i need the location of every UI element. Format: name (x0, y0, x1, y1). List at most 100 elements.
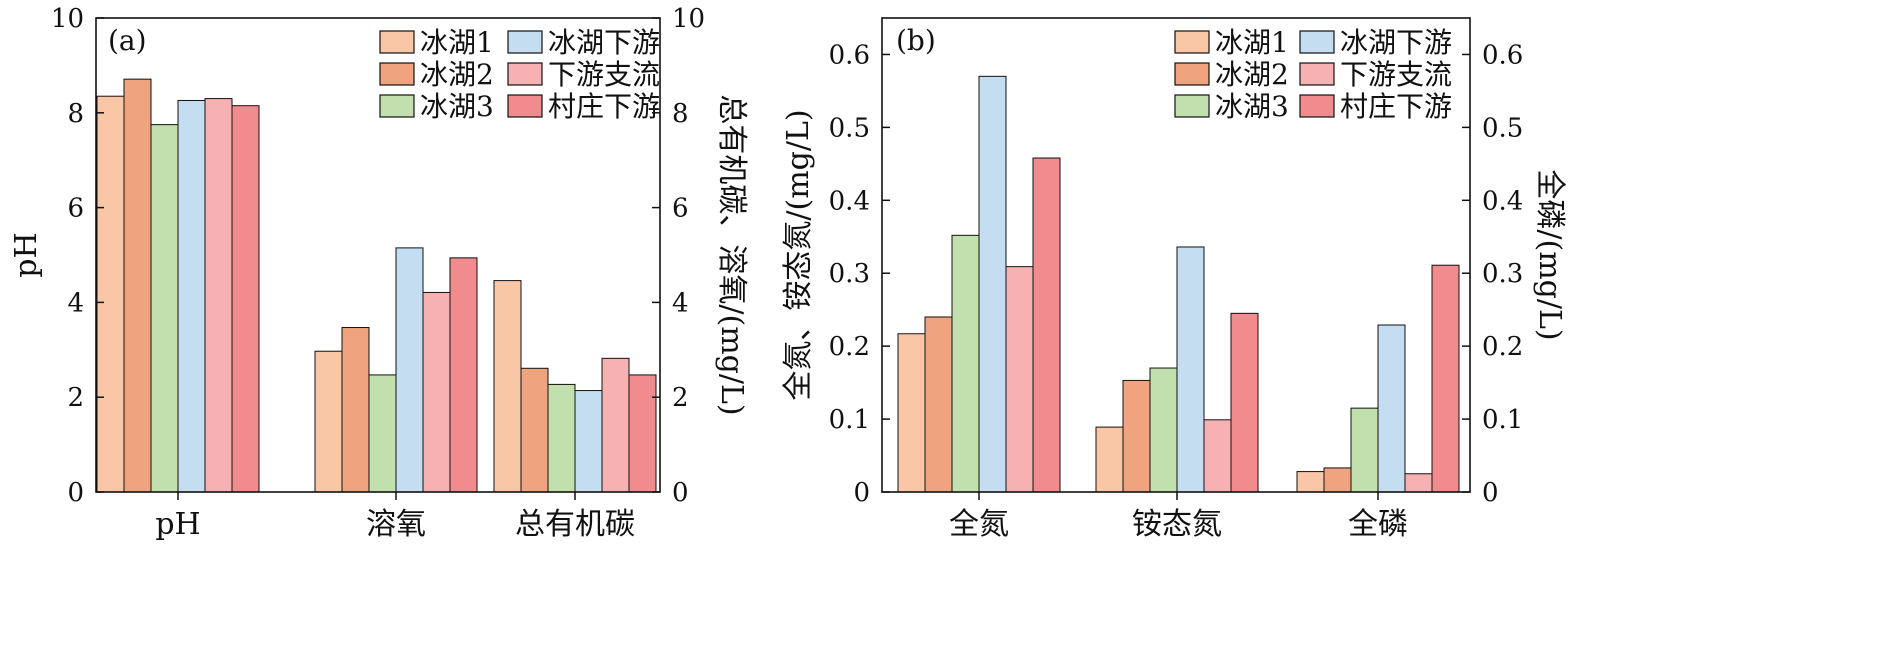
bar (1377, 324, 1406, 493)
legend-swatch (379, 30, 415, 54)
x-tick-label: 总有机碳 (515, 507, 635, 542)
bar (1032, 157, 1061, 493)
x-tick-label: 铵态氮 (1132, 507, 1222, 542)
y-tick-label: 0.6 (829, 40, 870, 70)
y2-tick-label: 0.3 (1482, 259, 1523, 289)
y-tick-label: 0.5 (829, 113, 870, 143)
chart-panel-a: 0 2 4 6 8 10 0 2 4 6 8 10 pH 溶氧 总有机碳 (a) pH 总有机碳、溶氧/(mg/L… (9, 4, 749, 542)
bar (574, 390, 603, 493)
bar (231, 105, 260, 493)
legend-swatch (1299, 30, 1335, 54)
bar (422, 291, 451, 493)
bar (601, 357, 630, 493)
legend-label: 冰湖3 (420, 90, 494, 123)
legend-swatch (379, 94, 415, 118)
y2-tick-label: 0.5 (1482, 113, 1523, 143)
y-axis-title: pH (9, 232, 44, 277)
legend-label: 冰湖下游 (1340, 26, 1452, 59)
legend-label: 冰湖1 (420, 26, 494, 59)
y-axis-title: 全氮、铵态氮/(mg/L) (781, 109, 816, 400)
legend-swatch (507, 94, 543, 118)
bar (395, 247, 424, 493)
y-tick-label: 0 (67, 478, 84, 508)
y2-tick-label: 0.2 (1482, 332, 1523, 362)
y2-axis-title: 总有机碳、溶氧/(mg/L) (714, 94, 749, 415)
bar (123, 78, 152, 493)
legend-label: 下游支流 (1340, 58, 1452, 91)
bar (1203, 419, 1232, 493)
x-tick-label: 溶氧 (366, 507, 426, 542)
bar (628, 374, 657, 493)
bar (547, 383, 576, 493)
legend-swatch (1174, 62, 1210, 86)
y2-tick-label: 0.1 (1482, 405, 1523, 435)
legend-swatch (1299, 94, 1335, 118)
y-tick-label: 4 (67, 288, 84, 318)
legend-swatch (507, 62, 543, 86)
bar (1404, 473, 1433, 493)
x-tick-label: 全氮 (949, 507, 1009, 542)
bar (1296, 471, 1325, 493)
y2-tick-label: 2 (672, 383, 689, 413)
x-tick-label: pH (155, 507, 200, 542)
bar (341, 327, 370, 493)
legend-label: 冰湖下游 (548, 26, 660, 59)
panel-label: (a) (108, 24, 147, 57)
y2-tick-label: 0 (1482, 478, 1499, 508)
plot-frame (95, 17, 661, 493)
y2-tick-label: 0.4 (1482, 186, 1523, 216)
bar (897, 333, 926, 493)
y-tick-label: 6 (67, 194, 84, 224)
y-tick-label: 0.3 (829, 259, 870, 289)
y2-tick-label: 8 (672, 99, 689, 129)
legend-swatch (379, 62, 415, 86)
bar (520, 367, 549, 493)
bar (1323, 467, 1352, 493)
bar (150, 124, 179, 493)
legend-label: 村庄下游 (1340, 90, 1452, 123)
y-tick-label: 10 (51, 4, 84, 34)
y2-tick-label: 10 (672, 4, 705, 34)
bar (1095, 426, 1124, 493)
chart-panel-b: 0 0.1 0.2 0.3 0.4 0.5 0.6 0 0.1 0.2 0.3 0.4 0.5 0.6 全氮… (781, 17, 1567, 542)
y-tick-label: 0.4 (829, 186, 870, 216)
bar (1122, 379, 1151, 493)
y2-tick-label: 0.6 (1482, 40, 1523, 70)
legend-label: 冰湖1 (1215, 26, 1289, 59)
legend-label: 村庄下游 (548, 90, 660, 123)
bar (368, 374, 397, 493)
y-tick-label: 8 (67, 99, 84, 129)
y2-tick-label: 4 (672, 288, 689, 318)
y-tick-label: 0.1 (829, 405, 870, 435)
legend-swatch (1299, 62, 1335, 86)
legend-swatch (507, 30, 543, 54)
bar (1005, 266, 1034, 493)
plot-frame (881, 17, 1471, 493)
bar (1176, 246, 1205, 493)
bar (493, 280, 522, 493)
y2-axis-title: 全磷/(mg/L) (1532, 169, 1567, 340)
bar (314, 350, 343, 493)
legend-swatch (1174, 94, 1210, 118)
bar (978, 75, 1007, 493)
bar (1149, 367, 1178, 493)
y2-tick-label: 0 (672, 478, 689, 508)
y-tick-label: 2 (67, 383, 84, 413)
bar (1431, 264, 1460, 493)
bar (96, 95, 125, 493)
bar (951, 234, 980, 493)
bar (204, 98, 233, 493)
panel-label: (b) (896, 24, 936, 57)
bar (1230, 312, 1259, 493)
legend-swatch (1174, 30, 1210, 54)
x-tick-label: 全磷 (1348, 507, 1408, 542)
legend-label: 冰湖2 (420, 58, 494, 91)
bar (449, 257, 478, 493)
y-tick-label: 0 (853, 478, 870, 508)
legend-label: 下游支流 (548, 58, 660, 91)
y2-tick-label: 6 (672, 194, 689, 224)
bar (924, 316, 953, 493)
bar (177, 99, 206, 493)
legend-label: 冰湖2 (1215, 58, 1289, 91)
